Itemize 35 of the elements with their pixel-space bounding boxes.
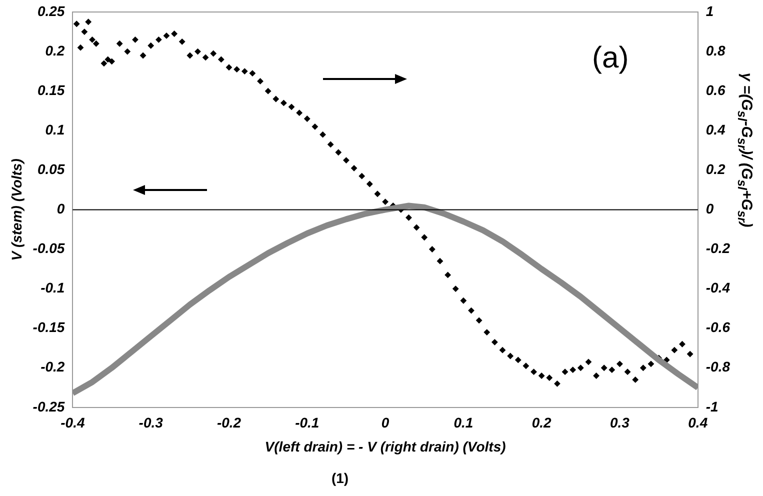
x-tick-label: -0.1	[295, 414, 320, 431]
y2-tick-label: -1	[706, 398, 719, 414]
x-tick-label: 0.1	[454, 414, 474, 431]
x-tick-label: 0	[381, 414, 390, 431]
y-tick-label: 0.2	[45, 42, 65, 58]
x-tick-label: -0.4	[60, 414, 85, 431]
x-tick-label: 0.3	[610, 414, 630, 431]
y2-tick-label: 0	[706, 200, 714, 217]
y-tick-label: 0	[56, 200, 65, 217]
x-axis-title: V(left drain) = - V (right drain) (Volts)	[264, 438, 506, 454]
y-tick-label: 0.05	[37, 161, 65, 178]
y2-tick-label: 0.4	[706, 121, 726, 138]
x-tick-label: -0.2	[216, 414, 242, 431]
y2-tick-label: -0.2	[706, 240, 730, 256]
y2-tick-label: -0.4	[706, 280, 730, 296]
y2-tick-label: 0.6	[706, 82, 726, 98]
y-axis-title: V (stem) (Volts)	[8, 158, 24, 261]
x-tick-label: 0.2	[532, 414, 552, 431]
x-tick-label: 0.4	[688, 414, 708, 431]
annotation: (a)	[592, 42, 629, 75]
y2-tick-label: -0.6	[706, 319, 730, 336]
y2-tick-label: 1	[706, 2, 714, 19]
y-tick-label: -0.25	[32, 398, 65, 414]
x-tick-label: -0.3	[138, 414, 164, 431]
y-tick-label: -0.2	[40, 358, 65, 375]
y-tick-label: -0.15	[32, 319, 65, 336]
y2-tick-label: -0.8	[706, 358, 730, 375]
y2-tick-label: 0.2	[706, 161, 726, 178]
y2-tick-label: 0.8	[706, 42, 726, 58]
y-tick-label: -0.1	[40, 280, 65, 296]
y-tick-label: 0.25	[37, 2, 65, 19]
text: (1)	[330, 470, 350, 486]
y-tick-label: 0.1	[45, 121, 65, 138]
y-tick-label: -0.05	[32, 240, 65, 256]
y-tick-label: 0.15	[37, 82, 65, 98]
